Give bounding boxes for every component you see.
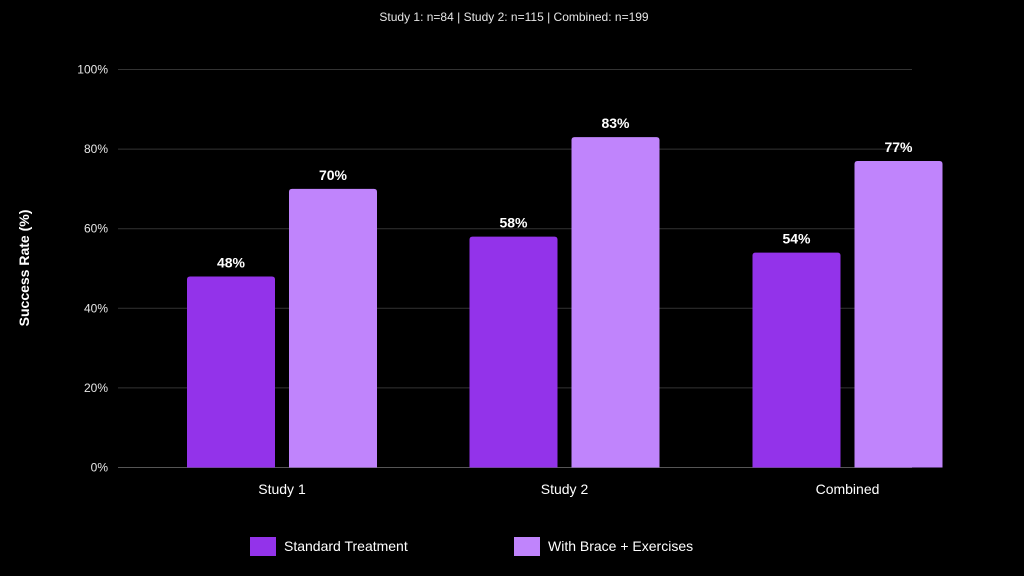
- data-labels: 48% 70% 58% 83% 54% 77%: [217, 115, 913, 270]
- y-axis-ticks: 0% 20% 40% 60% 80% 100%: [77, 63, 108, 475]
- y-tick-label: 60%: [84, 222, 108, 236]
- data-label: 54%: [782, 231, 811, 247]
- bar-brace-exercises-2: [854, 161, 943, 468]
- legend: Standard Treatment With Brace + Exercises: [250, 537, 693, 556]
- data-label: 48%: [217, 254, 246, 270]
- data-label: 58%: [499, 215, 528, 231]
- x-tick-label: Study 1: [258, 481, 306, 497]
- legend-label: Standard Treatment: [284, 538, 408, 554]
- bars: [187, 137, 943, 468]
- bar-standard-treatment-1: [469, 236, 558, 468]
- x-axis-ticks: Study 1 Study 2 Combined: [258, 481, 879, 497]
- data-label: 83%: [601, 115, 630, 131]
- legend-swatch: [514, 537, 540, 556]
- bar-brace-exercises-0: [289, 188, 377, 468]
- x-tick-label: Study 2: [541, 481, 589, 497]
- legend-swatch: [250, 537, 276, 556]
- bar-brace-exercises-1: [571, 137, 660, 468]
- y-axis-label: Success Rate (%): [16, 210, 32, 327]
- data-label: 77%: [884, 139, 913, 155]
- chart-subtitle: Study 1: n=84 | Study 2: n=115 | Combine…: [379, 10, 649, 24]
- data-label: 70%: [319, 167, 348, 183]
- x-tick-label: Combined: [816, 481, 880, 497]
- legend-label: With Brace + Exercises: [548, 538, 693, 554]
- y-tick-label: 100%: [77, 63, 108, 77]
- bar-standard-treatment-0: [187, 276, 275, 468]
- bar-standard-treatment-2: [752, 252, 841, 468]
- y-tick-label: 80%: [84, 142, 108, 156]
- y-tick-label: 0%: [91, 461, 109, 475]
- y-tick-label: 20%: [84, 381, 108, 395]
- y-tick-label: 40%: [84, 301, 108, 315]
